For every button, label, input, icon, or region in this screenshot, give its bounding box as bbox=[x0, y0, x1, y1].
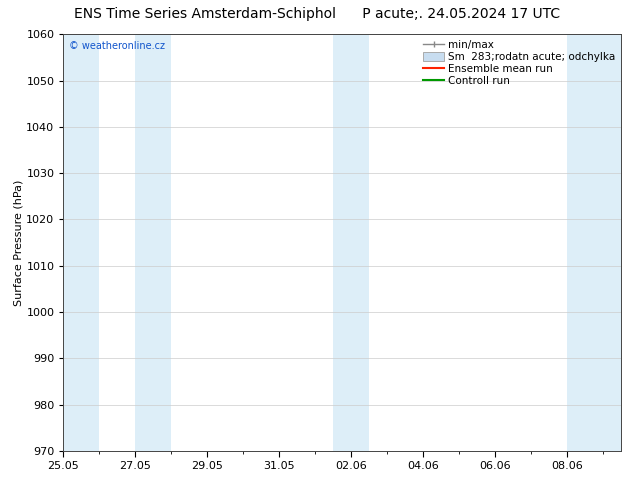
Bar bbox=[63, 34, 100, 451]
Text: ENS Time Series Amsterdam-Schiphol      P acute;. 24.05.2024 17 UTC: ENS Time Series Amsterdam-Schiphol P acu… bbox=[74, 7, 560, 22]
Legend: min/max, Sm  283;rodatn acute; odchylka, Ensemble mean run, Controll run: min/max, Sm 283;rodatn acute; odchylka, … bbox=[419, 36, 620, 91]
Bar bbox=[333, 34, 370, 451]
Bar bbox=[136, 34, 171, 451]
Bar bbox=[567, 34, 621, 451]
Y-axis label: Surface Pressure (hPa): Surface Pressure (hPa) bbox=[13, 179, 23, 306]
Text: © weatheronline.cz: © weatheronline.cz bbox=[69, 41, 165, 50]
